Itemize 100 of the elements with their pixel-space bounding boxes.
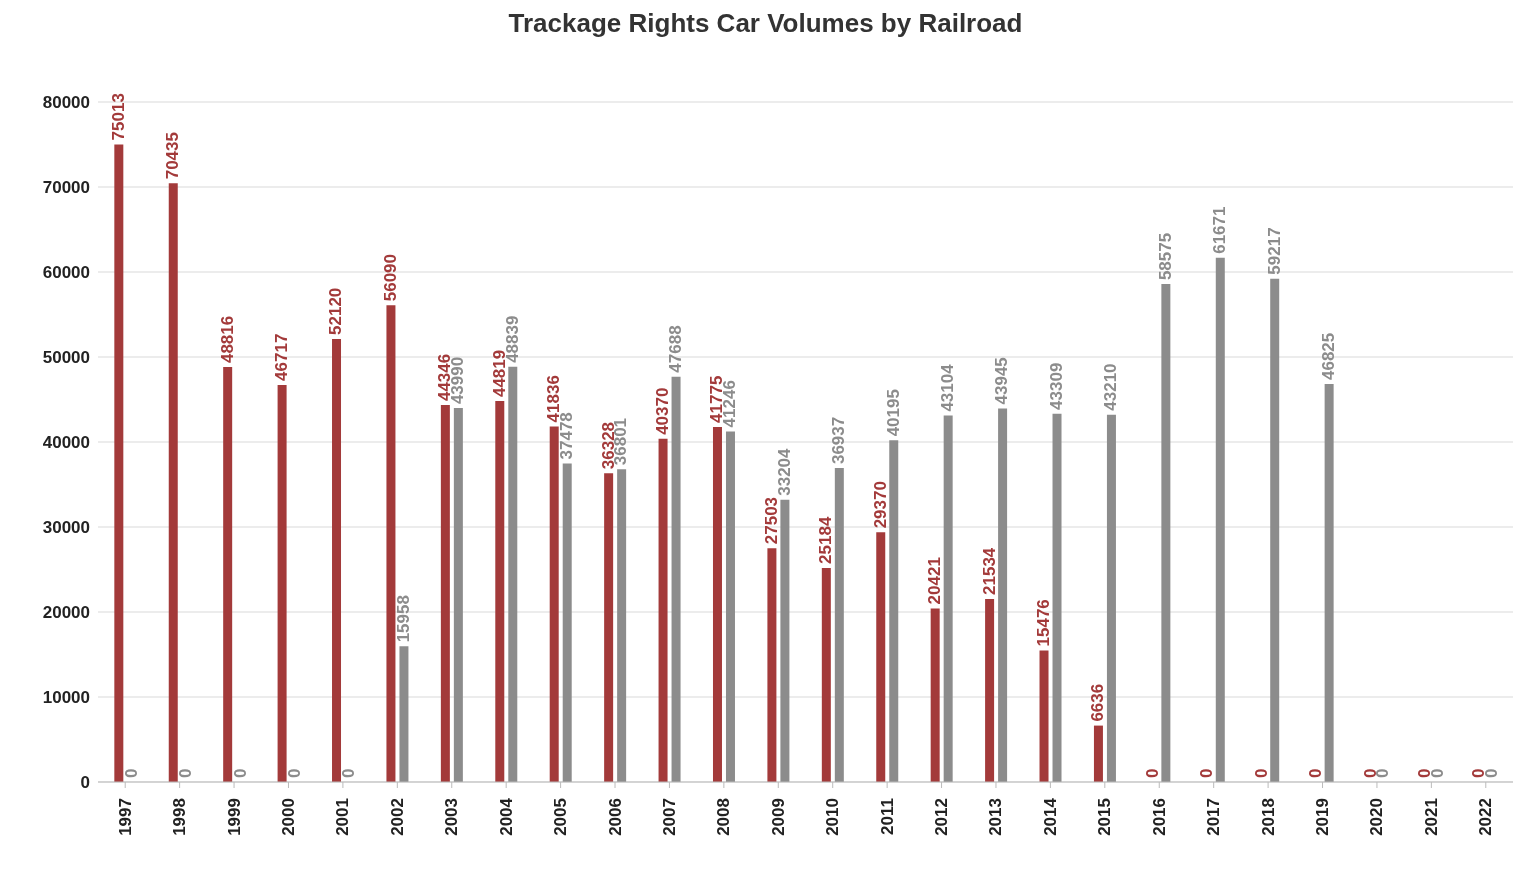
bar — [998, 408, 1008, 782]
data-label: 61671 — [1210, 206, 1230, 254]
bar — [671, 376, 681, 782]
data-label: 43309 — [1046, 362, 1066, 410]
bar — [985, 598, 995, 782]
data-label: 70435 — [163, 132, 183, 180]
x-tick-label: 2000 — [278, 798, 298, 836]
data-label: 58575 — [1155, 232, 1175, 281]
bar — [1270, 278, 1280, 782]
y-tick-label: 10000 — [42, 688, 90, 708]
x-tick-label: 2001 — [333, 798, 353, 836]
bar — [617, 469, 627, 782]
x-tick-label: 2012 — [932, 798, 952, 836]
bar — [508, 366, 518, 782]
x-tick-label: 2011 — [877, 798, 897, 835]
y-tick-label: 60000 — [42, 263, 90, 283]
data-label: 0 — [284, 768, 304, 778]
x-tick-label: 2020 — [1367, 798, 1387, 836]
x-tick-label: 2008 — [714, 798, 734, 836]
data-label: 52120 — [326, 287, 346, 335]
bar — [495, 401, 505, 782]
data-label: 75013 — [108, 93, 128, 141]
data-label: 36937 — [829, 416, 849, 465]
data-label: 0 — [230, 768, 250, 778]
bar — [453, 408, 463, 782]
data-label: 27503 — [761, 496, 781, 545]
data-label: 6636 — [1088, 683, 1108, 722]
data-label: 0 — [339, 768, 359, 778]
x-tick-label: 1999 — [224, 798, 244, 836]
data-label: 46825 — [1318, 332, 1338, 380]
x-tick-label: 2005 — [551, 798, 571, 836]
data-label: 25184 — [816, 516, 836, 564]
x-tick-label: 2014 — [1040, 797, 1060, 836]
data-label: 0 — [121, 768, 141, 778]
bar — [399, 646, 409, 782]
bar — [223, 367, 233, 782]
bar — [277, 384, 287, 782]
bar — [725, 431, 735, 782]
bar — [332, 338, 342, 782]
bar — [440, 405, 450, 782]
data-label: 15958 — [393, 595, 413, 643]
x-tick-label: 2018 — [1258, 798, 1278, 836]
data-label: 0 — [1197, 768, 1217, 778]
data-label: 15476 — [1033, 599, 1053, 647]
bar — [604, 473, 614, 782]
x-tick-label: 2007 — [659, 798, 679, 836]
bar — [876, 532, 886, 782]
data-label: 0 — [1306, 768, 1326, 778]
data-label: 0 — [1251, 768, 1271, 778]
data-label: 0 — [1142, 768, 1162, 778]
data-label: 43210 — [1101, 363, 1121, 411]
y-tick-label: 0 — [80, 773, 90, 793]
data-label: 29370 — [870, 481, 890, 529]
data-label: 46717 — [272, 333, 292, 381]
y-tick-label: 50000 — [42, 348, 90, 368]
bar — [712, 426, 722, 782]
x-tick-label: 2022 — [1476, 798, 1496, 836]
x-tick-label: 2016 — [1149, 798, 1169, 836]
data-label: 56090 — [380, 253, 400, 302]
bar — [780, 499, 790, 782]
bar — [1039, 650, 1049, 782]
data-label: 59217 — [1264, 227, 1284, 275]
x-tick-label: 2013 — [986, 798, 1006, 836]
x-tick-label: 2003 — [442, 798, 462, 836]
data-label: 40195 — [883, 389, 903, 437]
y-tick-label: 70000 — [42, 178, 90, 198]
data-label: 21534 — [979, 547, 999, 595]
bar — [821, 567, 831, 782]
x-tick-label: 2009 — [768, 798, 788, 836]
y-tick-label: 20000 — [42, 603, 90, 623]
data-label: 20421 — [925, 557, 945, 605]
bar — [1324, 383, 1334, 782]
x-tick-label: 2006 — [605, 798, 625, 836]
x-tick-label: 2019 — [1313, 798, 1333, 836]
x-tick-label: 2015 — [1095, 798, 1115, 836]
x-tick-label: 2010 — [823, 798, 843, 836]
x-tick-label: 1998 — [170, 798, 190, 836]
x-tick-label: 2021 — [1421, 798, 1441, 836]
x-tick-label: 2002 — [387, 798, 407, 836]
bar — [1161, 284, 1171, 782]
data-label: 40370 — [653, 387, 672, 435]
bar — [767, 548, 777, 782]
data-label: 33204 — [774, 447, 794, 496]
bar — [168, 183, 178, 782]
data-label: 0 — [176, 768, 196, 778]
x-tick-label: 2017 — [1204, 798, 1224, 836]
bar — [114, 144, 124, 782]
data-label: 43945 — [992, 357, 1012, 405]
y-tick-label: 40000 — [42, 433, 90, 453]
bar — [1052, 413, 1062, 782]
y-tick-label: 80000 — [42, 93, 90, 113]
chart-title: Trackage Rights Car Volumes by Railroad — [507, 8, 1024, 40]
bar — [386, 305, 396, 782]
bar — [1106, 414, 1116, 782]
bar — [930, 608, 940, 782]
bar — [1093, 725, 1103, 782]
bar — [889, 440, 899, 782]
bar — [943, 415, 953, 782]
bar — [834, 468, 844, 782]
x-tick-label: 1997 — [115, 798, 135, 836]
